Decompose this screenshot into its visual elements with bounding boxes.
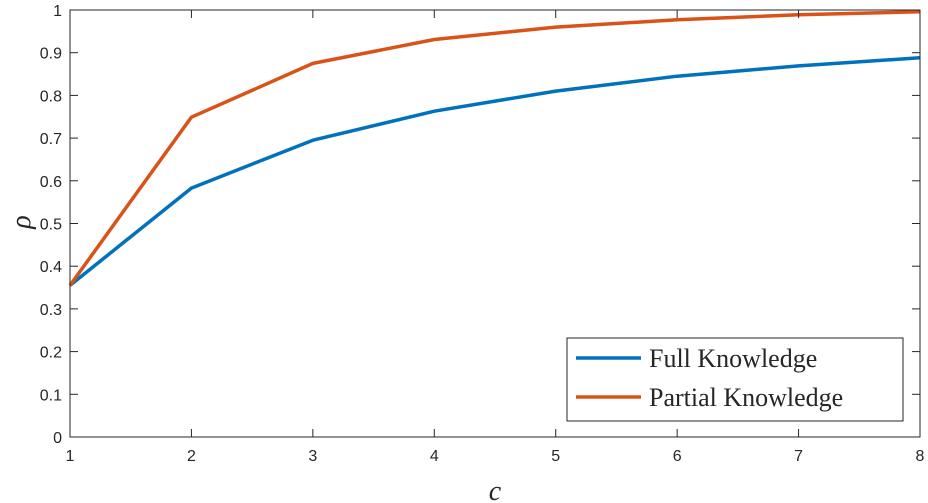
x-tick-label: 6 [673,448,682,465]
series-lines [68,9,921,287]
legend-label-full-knowledge: Full Knowledge [649,344,817,373]
y-tick-label: 0.7 [40,131,62,148]
y-tick-label: 0.8 [40,88,62,105]
x-tick-label: 2 [187,448,196,465]
y-tick-label: 0.9 [40,46,62,63]
y-tick-label: 0.3 [40,302,62,319]
legend-label-partial-knowledge: Partial Knowledge [649,383,843,412]
y-tick-label: 0.2 [40,345,62,362]
legend-box [566,337,904,422]
y-tick-label: 0 [53,430,62,447]
legend: Full Knowledge Partial Knowledge [566,337,904,422]
x-tick-label: 4 [430,448,439,465]
x-tick-label: 7 [794,448,803,465]
y-tick-label: 0.6 [40,174,62,191]
x-tick-label: 8 [916,448,925,465]
series-line-0 [68,56,921,287]
x-axis-title: c [489,476,502,503]
x-tick-label: 5 [551,448,560,465]
series-line-1 [68,9,921,287]
y-axis-ticks: 0 0.1 0.2 0.3 0.4 0.5 0.6 0.7 0.8 0.9 1 [40,3,920,447]
y-tick-label: 1 [53,3,62,20]
x-tick-label: 1 [66,448,75,465]
y-tick-label: 0.5 [40,217,62,234]
y-tick-label: 0.4 [40,259,62,276]
x-axis-ticks: 1 2 3 4 5 6 7 8 [66,10,925,465]
x-tick-label: 3 [308,448,317,465]
y-tick-label: 0.1 [40,387,62,404]
y-axis-title: ρ [6,215,37,229]
